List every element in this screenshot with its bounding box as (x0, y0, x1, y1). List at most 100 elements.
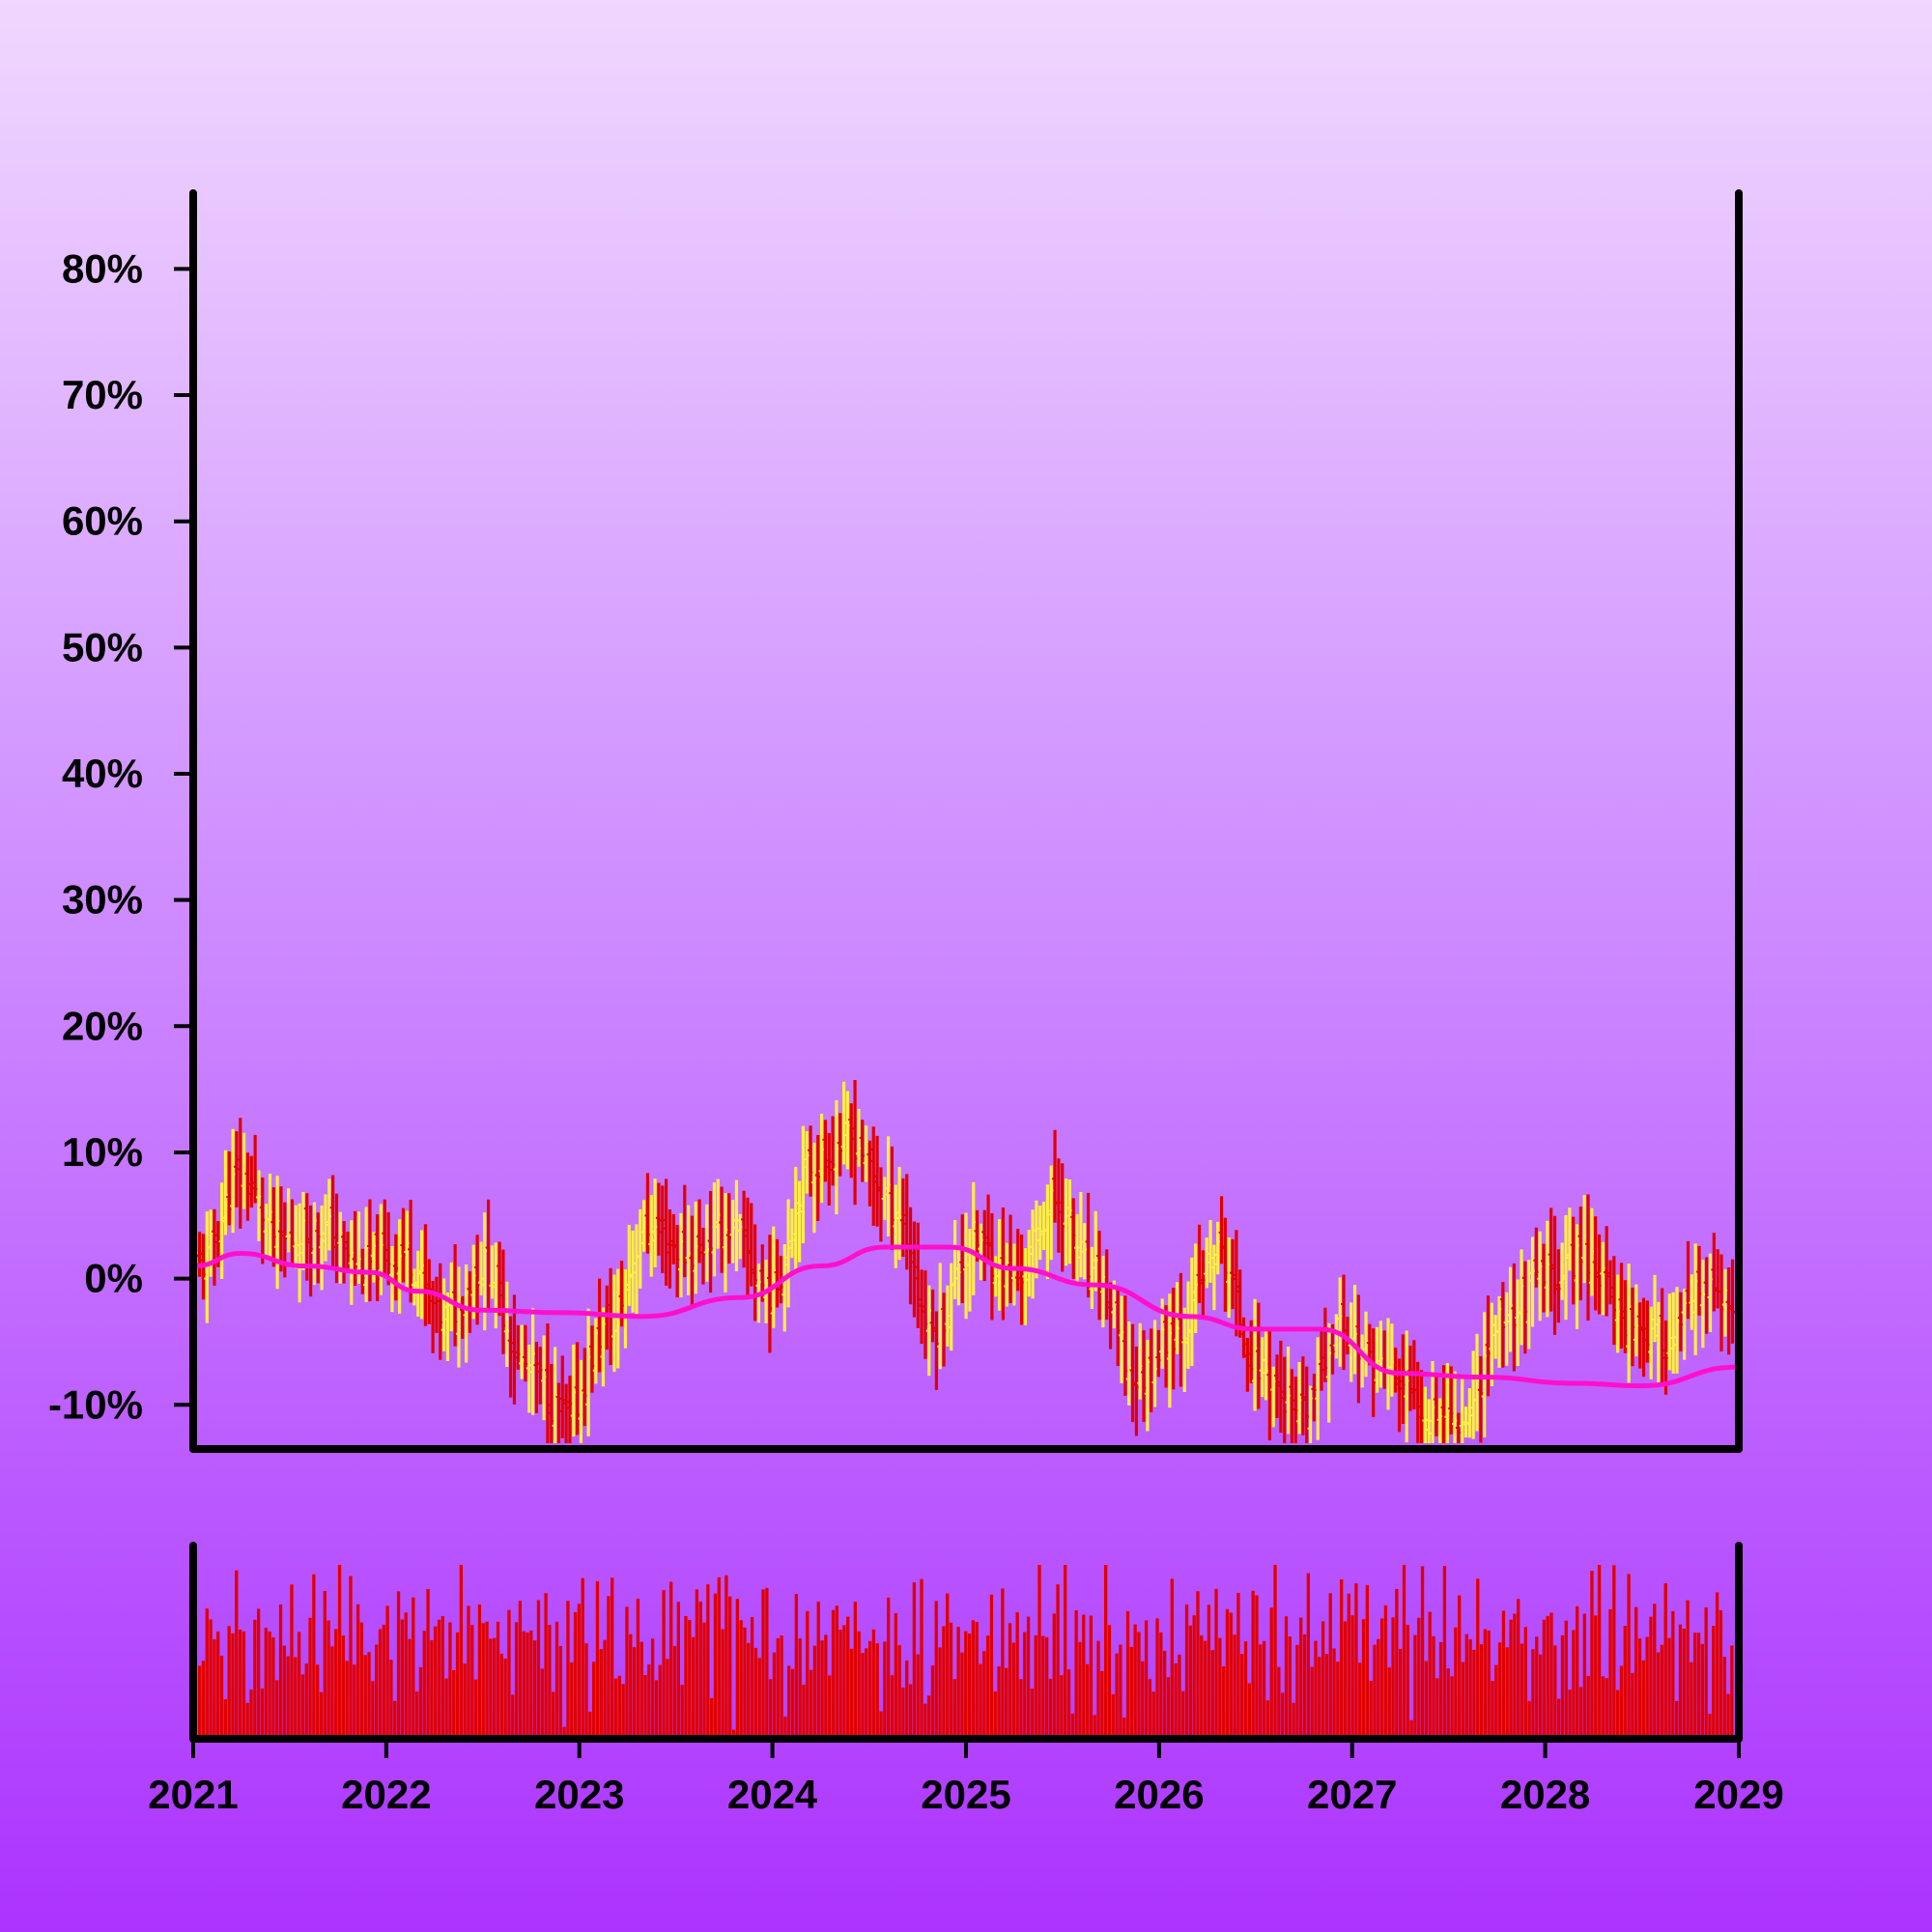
volume-bar (658, 1664, 662, 1739)
volume-bar (1708, 1714, 1712, 1739)
volume-bar (611, 1577, 614, 1739)
volume-bar (1129, 1646, 1133, 1739)
volume-bar (1387, 1667, 1391, 1739)
ohlc-bar (400, 1208, 407, 1283)
volume-bar (901, 1687, 905, 1739)
volume-bar (1243, 1641, 1248, 1739)
volume-bar (1409, 1719, 1413, 1739)
ohlc-bar (1252, 1298, 1259, 1411)
volume-bar (1162, 1650, 1167, 1739)
ohlc-bar (844, 1091, 851, 1170)
ohlc-bar (715, 1179, 722, 1249)
ohlc-bar (1081, 1223, 1088, 1280)
ohlc-bar (326, 1179, 332, 1251)
volume-bar (1402, 1565, 1406, 1739)
ohlc-bar (1370, 1328, 1377, 1417)
volume-bar (865, 1648, 868, 1739)
volume-bar (242, 1631, 246, 1739)
volume-bar (1594, 1615, 1598, 1739)
ohlc-bar (1148, 1328, 1154, 1412)
volume-bar (418, 1666, 423, 1739)
ohlc-bar (1670, 1292, 1677, 1374)
ohlc-bar (1610, 1256, 1617, 1346)
volume-bar (1096, 1640, 1100, 1739)
ohlc-bar (1222, 1217, 1229, 1312)
volume-bar (452, 1670, 456, 1739)
volume-bar (1568, 1690, 1572, 1739)
volume-bar (1491, 1680, 1494, 1739)
volume-bar (1645, 1636, 1649, 1739)
volume-bar (867, 1640, 872, 1739)
volume-bar (1601, 1676, 1605, 1739)
volume-bar (227, 1626, 231, 1739)
ohlc-bar (893, 1184, 899, 1268)
volume-bar (1505, 1647, 1509, 1739)
volume-bar (430, 1639, 434, 1739)
volume-bar (588, 1711, 592, 1739)
ohlc-bar (481, 1212, 488, 1331)
ohlc-bar (1551, 1215, 1558, 1335)
volume-bar (1513, 1613, 1517, 1739)
ohlc-bar (263, 1204, 270, 1256)
volume-bar (1354, 1583, 1358, 1739)
ohlc-bar (729, 1200, 736, 1264)
volume-bar (1019, 1679, 1023, 1739)
ohlc-bar (341, 1221, 348, 1284)
y-tick-label: 80% (62, 245, 143, 291)
volume-bar (875, 1643, 879, 1739)
ohlc-bar (707, 1190, 714, 1293)
ohlc-bar (689, 1215, 696, 1307)
ohlc-bar (874, 1135, 881, 1227)
ohlc-bar (544, 1323, 551, 1443)
moving-average-layer (194, 1244, 1739, 1389)
volume-bar (1292, 1702, 1295, 1739)
volume-bar (467, 1605, 470, 1739)
volume-bar (1100, 1671, 1104, 1739)
y-tick-label: 70% (62, 372, 143, 417)
ohlc-bar (1008, 1214, 1014, 1303)
ohlc-bar (1711, 1233, 1718, 1312)
volume-bar (1324, 1654, 1329, 1739)
ohlc-bar (437, 1263, 443, 1360)
volume-bar (1026, 1616, 1031, 1739)
volume-bar (1229, 1612, 1233, 1739)
volume-bar (1631, 1672, 1634, 1739)
volume-bar (412, 1597, 415, 1739)
volume-bar (1170, 1578, 1174, 1739)
volume-bar (1546, 1615, 1549, 1739)
volume-bar (1464, 1634, 1468, 1739)
volume-bar (548, 1625, 552, 1739)
volume-bar (923, 1703, 927, 1739)
ohlc-bar (418, 1230, 425, 1320)
volume-bar (835, 1605, 838, 1739)
ohlc-bar (1296, 1361, 1303, 1435)
ohlc-bar (1385, 1318, 1392, 1410)
ohlc-bar (563, 1383, 570, 1443)
ohlc-bar (322, 1194, 328, 1262)
ohlc-bar (1188, 1257, 1195, 1367)
x-tick-label: 2024 (727, 1772, 818, 1817)
volume-bar (1107, 1625, 1112, 1739)
ohlc-bar (1093, 1210, 1099, 1292)
volume-bar (514, 1622, 519, 1739)
volume-bar (1011, 1642, 1015, 1739)
ohlc-bar (903, 1174, 910, 1270)
ohlc-bar (552, 1347, 558, 1443)
volume-bar (753, 1647, 758, 1739)
volume-bar (643, 1675, 647, 1739)
volume-bar (824, 1634, 828, 1739)
volume-bar (757, 1658, 761, 1739)
ohlc-bar (1474, 1333, 1481, 1432)
volume-bar (1413, 1634, 1417, 1739)
ohlc-bar (1422, 1386, 1429, 1443)
ohlc-bar (955, 1249, 962, 1306)
ohlc-bar (1715, 1249, 1721, 1309)
ohlc-bar (1074, 1213, 1081, 1283)
ohlc-bar (867, 1140, 873, 1207)
ohlc-bar (274, 1176, 281, 1290)
volume-bar (1391, 1617, 1395, 1739)
ohlc-bar (655, 1182, 662, 1256)
ohlc-bar (1037, 1206, 1043, 1261)
ohlc-bar (499, 1249, 506, 1354)
volume-bar (223, 1699, 228, 1739)
